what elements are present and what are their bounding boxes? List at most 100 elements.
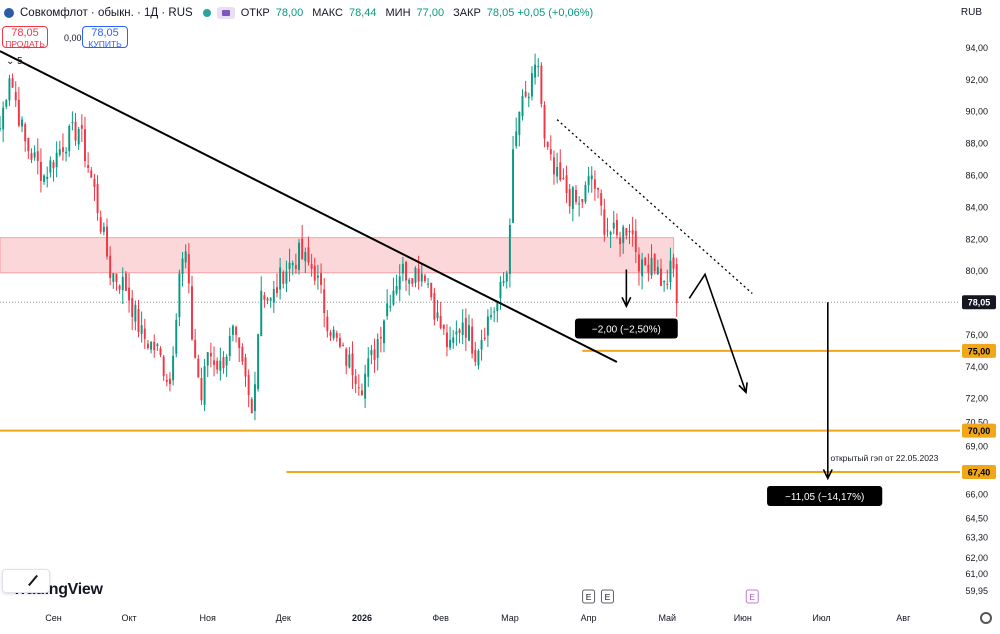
buy-price: 78,05	[91, 27, 119, 39]
candle-body	[244, 357, 247, 377]
time-tick-label: Июн	[734, 613, 752, 623]
candle-body	[320, 273, 323, 285]
candle-body	[423, 275, 426, 282]
ohlc-open-label: ОТКР	[240, 7, 270, 19]
price-tick-label: 59,95	[965, 586, 988, 596]
ohlc-high-value: 78,44	[348, 7, 377, 19]
symbol-header: Совкомфлот · обыкн. · 1Д · RUS ОТКР 78,0…	[4, 4, 596, 22]
indicators-toggle[interactable]: ⌄ 5	[6, 56, 23, 67]
candle-body	[622, 226, 625, 244]
candle-body	[99, 217, 102, 232]
candle-body	[552, 157, 555, 175]
candle-body	[464, 318, 467, 338]
time-tick-label: Мар	[501, 613, 519, 623]
candle-body	[593, 179, 596, 189]
candle-body	[637, 254, 640, 272]
candle-body	[373, 349, 376, 360]
candle-body	[90, 170, 93, 178]
candle-body	[549, 149, 552, 155]
candle-body	[33, 152, 36, 158]
candle-body	[641, 259, 644, 277]
candle-body	[153, 341, 156, 351]
candle-body	[181, 258, 184, 275]
candle-body	[606, 230, 609, 232]
candle-body	[468, 325, 470, 341]
candle-body	[247, 375, 250, 396]
level-price-tag-text: 75,00	[968, 346, 991, 356]
candle-body	[452, 337, 455, 343]
measure-label-box	[767, 485, 883, 506]
measure-arrowhead	[822, 469, 833, 481]
time-tick-label: Авг	[896, 613, 911, 623]
candle-body	[490, 315, 492, 318]
price-tick-label: 92,00	[965, 75, 988, 85]
candle-body	[11, 78, 14, 88]
candle-body	[159, 348, 162, 355]
candle-body	[225, 356, 228, 366]
candle-body	[430, 282, 433, 298]
candle-body	[559, 162, 562, 181]
candle-body	[530, 73, 533, 97]
candle-body	[0, 127, 1, 129]
candle-body	[285, 271, 288, 284]
candle-body	[313, 265, 316, 281]
candle-body	[93, 178, 96, 188]
candle-body	[644, 257, 647, 266]
candle-body	[401, 263, 404, 274]
market-status-icon	[202, 9, 211, 17]
earnings-event-marker	[600, 589, 614, 604]
current-price-tag-text: 78,05	[968, 298, 991, 308]
candle-body	[30, 153, 33, 160]
buy-label: КУПИТЬ	[88, 39, 122, 49]
candle-body	[162, 356, 165, 377]
candle-body	[471, 326, 474, 354]
candle-body	[140, 325, 143, 334]
candle-body	[449, 339, 452, 348]
candle-body	[61, 147, 64, 152]
candle-body	[442, 325, 445, 329]
candle-body	[351, 353, 354, 376]
candle-body	[294, 265, 297, 269]
candle-body	[521, 96, 524, 117]
candle-body	[301, 238, 304, 260]
drawing-tool-icon[interactable]	[2, 569, 50, 593]
currency-label[interactable]: RUB	[960, 7, 982, 18]
gap-annotation-text: открытый гэп от 22.05.2023	[831, 453, 939, 463]
candle-body	[556, 166, 559, 177]
candle-body	[619, 237, 622, 245]
symbol-title[interactable]: Совкомфлот · обыкн. · 1Д · RUS	[20, 7, 193, 19]
buy-button[interactable]: 78,05 КУПИТЬ	[82, 26, 128, 49]
earnings-event-label: E	[749, 592, 755, 602]
ohlc-high-label: МАКС	[312, 7, 343, 19]
candle-body	[562, 177, 565, 180]
candle-body	[455, 331, 458, 335]
candle-body	[527, 96, 530, 99]
gear-icon[interactable]	[980, 612, 992, 624]
time-tick-label: Фев	[432, 613, 449, 623]
broker-badge-icon[interactable]	[216, 7, 235, 19]
candle-body	[625, 228, 628, 236]
candle-body	[134, 304, 137, 322]
chevron-down-icon: ⌄	[6, 56, 15, 67]
candle-body	[49, 160, 52, 173]
candle-body	[17, 99, 20, 126]
candle-body	[364, 373, 367, 399]
candle-body	[209, 352, 212, 357]
price-tick-label: 66,00	[965, 489, 988, 499]
price-tick-label: 82,00	[965, 234, 988, 244]
time-tick-label: Ноя	[200, 613, 217, 623]
price-tick-label: 62,00	[965, 553, 988, 563]
candle-body	[417, 268, 420, 282]
candle-body	[2, 107, 5, 130]
candle-body	[408, 279, 411, 284]
earnings-event-marker	[745, 589, 759, 604]
sell-button[interactable]: 78,05 ПРОДАТЬ	[2, 26, 48, 49]
earnings-event-marker	[582, 589, 596, 604]
candle-body	[156, 344, 159, 346]
time-tick-label: Дек	[276, 613, 291, 623]
candle-body	[342, 344, 345, 346]
candle-body	[323, 289, 326, 314]
candle-body	[304, 252, 307, 262]
current-price-tag-box	[962, 295, 996, 310]
